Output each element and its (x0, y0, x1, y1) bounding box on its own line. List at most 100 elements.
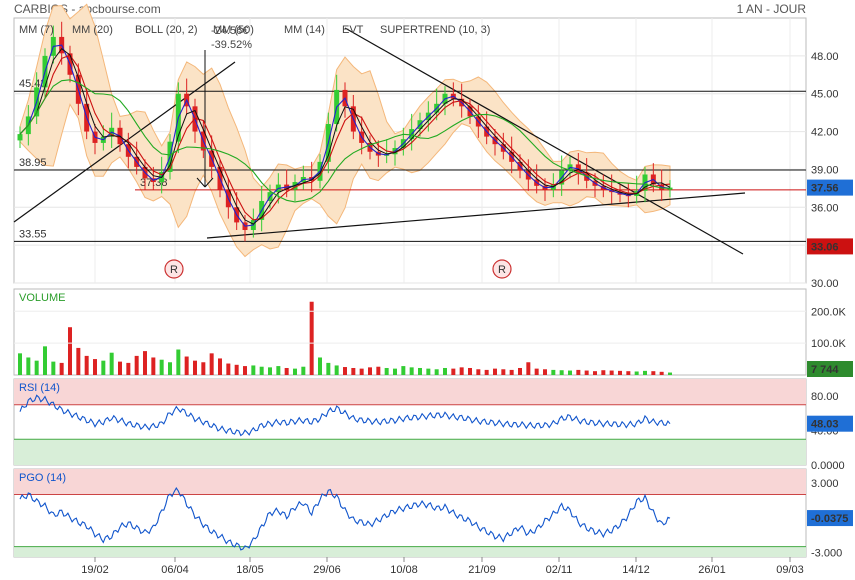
x-axis: 19/02 06/04 18/05 29/06 10/08 21/09 02/11 14/12… (81, 557, 804, 576)
volume-bar (18, 353, 22, 375)
volume-bar (334, 365, 339, 375)
volume-bar (359, 368, 364, 375)
pgo-line (19, 486, 671, 551)
x-tick-label: 06/04 (161, 564, 189, 576)
volume-bar (259, 366, 264, 375)
volume-bar (568, 370, 572, 375)
legend-item: SUPERTREND (10, 3) (380, 24, 490, 36)
legend-item: MM (14) (284, 24, 325, 36)
volume-bar (343, 367, 347, 375)
measure-arrow-left (196, 177, 206, 188)
measure-arrow-right (204, 177, 214, 188)
support-price-tag-bg (807, 238, 853, 255)
candle-body (667, 187, 673, 190)
volume-bar (551, 369, 556, 375)
moving-averages (19, 44, 671, 227)
volume-bar (434, 369, 439, 375)
pgo-last-tag-bg (807, 510, 853, 527)
volume-frame (13, 288, 807, 376)
mm50-line (19, 79, 671, 203)
volume-bar (26, 357, 31, 375)
volume-bar (626, 371, 631, 375)
volume-bar (151, 357, 156, 375)
volume-bar (634, 371, 639, 375)
volume-bar (126, 362, 131, 375)
volume-bar (43, 346, 47, 375)
volume-bar (226, 363, 231, 375)
volume-bar (243, 366, 247, 375)
volume-bar (451, 368, 456, 375)
x-tick-label: 09/03 (776, 564, 804, 576)
volume-bar (209, 353, 214, 375)
volume-bar (284, 367, 289, 375)
level-label: 33.55 (19, 228, 47, 240)
volume-bar (509, 369, 514, 375)
volume-y-tick: 100.0K (811, 338, 847, 350)
pgo-series-line (19, 486, 671, 551)
x-tick-label: 10/08 (390, 564, 418, 576)
volume-bar (584, 370, 589, 375)
x-tick-label: 21/09 (468, 564, 496, 576)
trend-lines (13, 27, 746, 255)
price-y-tick: 39.00 (811, 164, 839, 176)
mm7-line (19, 44, 671, 227)
x-tick-label: 19/02 (81, 564, 109, 576)
volume-bar (76, 347, 81, 375)
volume-bar (518, 367, 522, 375)
rsi-line (19, 394, 671, 437)
volume-bar (184, 356, 189, 375)
candle-body (17, 134, 23, 141)
legend-item: MM (20) (72, 24, 113, 36)
rsi-title: RSI (14) (19, 382, 60, 394)
pgo-y-tick: 3.000 (811, 478, 839, 490)
rsi-last-tag-bg (807, 415, 853, 432)
volume-bar (534, 368, 539, 375)
price-y-tick: 30.00 (811, 278, 839, 290)
rsi-last-tag: 48.03 (811, 419, 839, 431)
price-tags: 37.56 33.06 (807, 179, 853, 255)
volume-bar (526, 362, 531, 375)
price-y-tick: 48.00 (811, 51, 839, 63)
r-marker-circle (492, 259, 512, 279)
volume-bar (351, 367, 356, 375)
rsi-zones (14, 379, 806, 465)
price-y-tick: 42.00 (811, 127, 839, 139)
volume-y-tick: 200.0K (811, 306, 847, 318)
level-label: 38.95 (19, 157, 47, 169)
pgo-zones (14, 469, 806, 557)
volume-bar (159, 359, 164, 375)
volume-bar (193, 360, 197, 375)
volume-bar (484, 369, 489, 375)
pgo-last-tag: -0.0375 (811, 513, 848, 525)
volume-bars (18, 301, 672, 375)
price-y-tick: 36.00 (811, 202, 839, 214)
last-price-tag-bg (807, 179, 853, 196)
annotation-line2: -39.52% (211, 39, 252, 51)
volume-bar (34, 360, 39, 375)
r-marker-label: R (498, 264, 506, 276)
volume-bar (218, 358, 222, 375)
volume-bar (576, 369, 581, 375)
volume-bar (501, 369, 506, 375)
last-price-tag: 37.56 (811, 183, 839, 195)
volume-bar (393, 368, 397, 375)
volume-bar (301, 366, 306, 375)
period-label: 1 AN - JOUR (737, 2, 807, 16)
x-tick-label: 26/01 (698, 564, 726, 576)
pgo-panel: PGO (14) 3.000 -3.000 -0.0375 (13, 468, 853, 559)
r-marker-label: R (170, 264, 178, 276)
support-price-tag: 33.06 (811, 241, 839, 253)
pgo-low-zone (14, 546, 806, 557)
r-marker-circle (164, 259, 184, 279)
volume-bar (376, 366, 381, 375)
volume-bar (176, 349, 181, 375)
mm14-line (19, 47, 671, 225)
pgo-high-zone (14, 469, 806, 495)
volume-bar (143, 351, 147, 375)
trend-line-down (344, 27, 744, 255)
mm20-line (19, 54, 671, 221)
